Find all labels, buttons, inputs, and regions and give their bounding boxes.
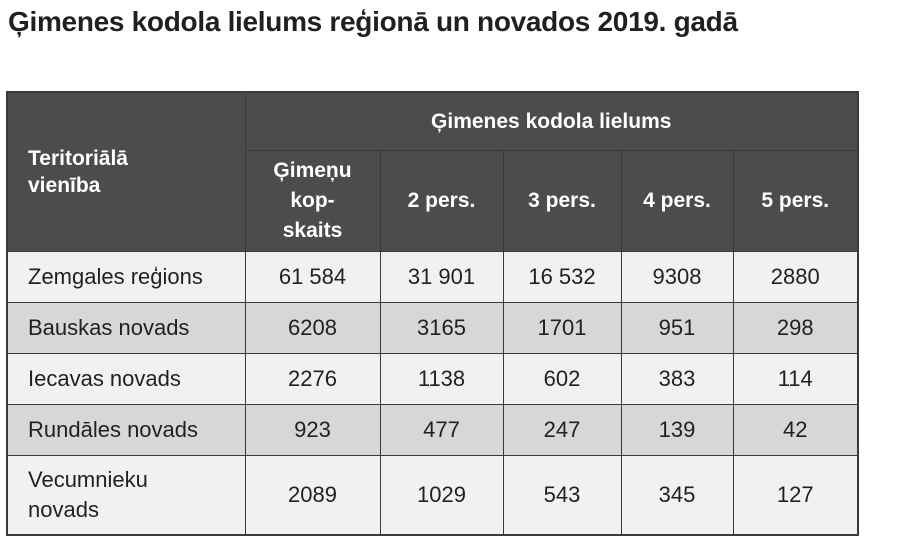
table-row: Rundāles novads 923 477 247 139 42 (6, 404, 859, 456)
cell-5-persons: 114 (732, 353, 859, 405)
cell-5-persons: 42 (732, 404, 859, 456)
header-5-persons: 5 pers. (732, 150, 859, 252)
cell-4-persons: 383 (620, 353, 734, 405)
family-size-table: Teritoriālā vienība Ģimenes kodola lielu… (6, 91, 859, 536)
page-title: Ģimenes kodola lielums reģionā un novado… (8, 6, 738, 37)
table-row: Zemgales reģions 61 584 31 901 16 532 93… (6, 251, 859, 303)
cell-3-persons: 1701 (502, 302, 622, 354)
header-total-line: skaits (282, 219, 343, 242)
cell-4-persons: 9308 (620, 251, 734, 303)
cell-total: 923 (244, 404, 381, 456)
row-name-line: Vecumnieku (28, 467, 148, 492)
header-total-families: Ģimeņu kop- skaits (244, 150, 381, 252)
cell-5-persons: 298 (732, 302, 859, 354)
cell-2-persons: 31 901 (379, 251, 504, 303)
cell-2-persons: 1138 (379, 353, 504, 405)
cell-4-persons: 139 (620, 404, 734, 456)
header-unit-line: Teritoriālā (28, 147, 128, 170)
header-3-persons: 3 pers. (502, 150, 622, 252)
cell-5-persons: 127 (732, 455, 859, 536)
cell-3-persons: 543 (502, 455, 622, 536)
header-total-line: Ģimeņu (273, 159, 352, 182)
row-name: Iecavas novads (6, 353, 246, 405)
row-name: Bauskas novads (6, 302, 246, 354)
cell-2-persons: 3165 (379, 302, 504, 354)
table-row: Iecavas novads 2276 1138 602 383 114 (6, 353, 859, 405)
cell-total: 2089 (244, 455, 381, 536)
table-row: Vecumnieku novads 2089 1029 543 345 127 (6, 455, 859, 536)
header-territorial-unit: Teritoriālā vienība (6, 91, 246, 252)
cell-3-persons: 16 532 (502, 251, 622, 303)
cell-total: 61 584 (244, 251, 381, 303)
row-name-line: novads (28, 497, 99, 522)
table-row: Bauskas novads 6208 3165 1701 951 298 (6, 302, 859, 354)
header-unit-line: vienība (28, 174, 101, 197)
cell-3-persons: 247 (502, 404, 622, 456)
cell-total: 6208 (244, 302, 381, 354)
header-4-persons: 4 pers. (620, 150, 734, 252)
cell-2-persons: 1029 (379, 455, 504, 536)
cell-5-persons: 2880 (732, 251, 859, 303)
row-name: Rundāles novads (6, 404, 246, 456)
header-total-line: kop- (290, 189, 335, 212)
cell-total: 2276 (244, 353, 381, 405)
cell-3-persons: 602 (502, 353, 622, 405)
cell-4-persons: 951 (620, 302, 734, 354)
row-name: Zemgales reģions (6, 251, 246, 303)
row-name: Vecumnieku novads (6, 455, 246, 536)
cell-4-persons: 345 (620, 455, 734, 536)
cell-2-persons: 477 (379, 404, 504, 456)
header-2-persons: 2 pers. (379, 150, 504, 252)
header-family-size-group: Ģimenes kodola lielums (244, 91, 859, 151)
